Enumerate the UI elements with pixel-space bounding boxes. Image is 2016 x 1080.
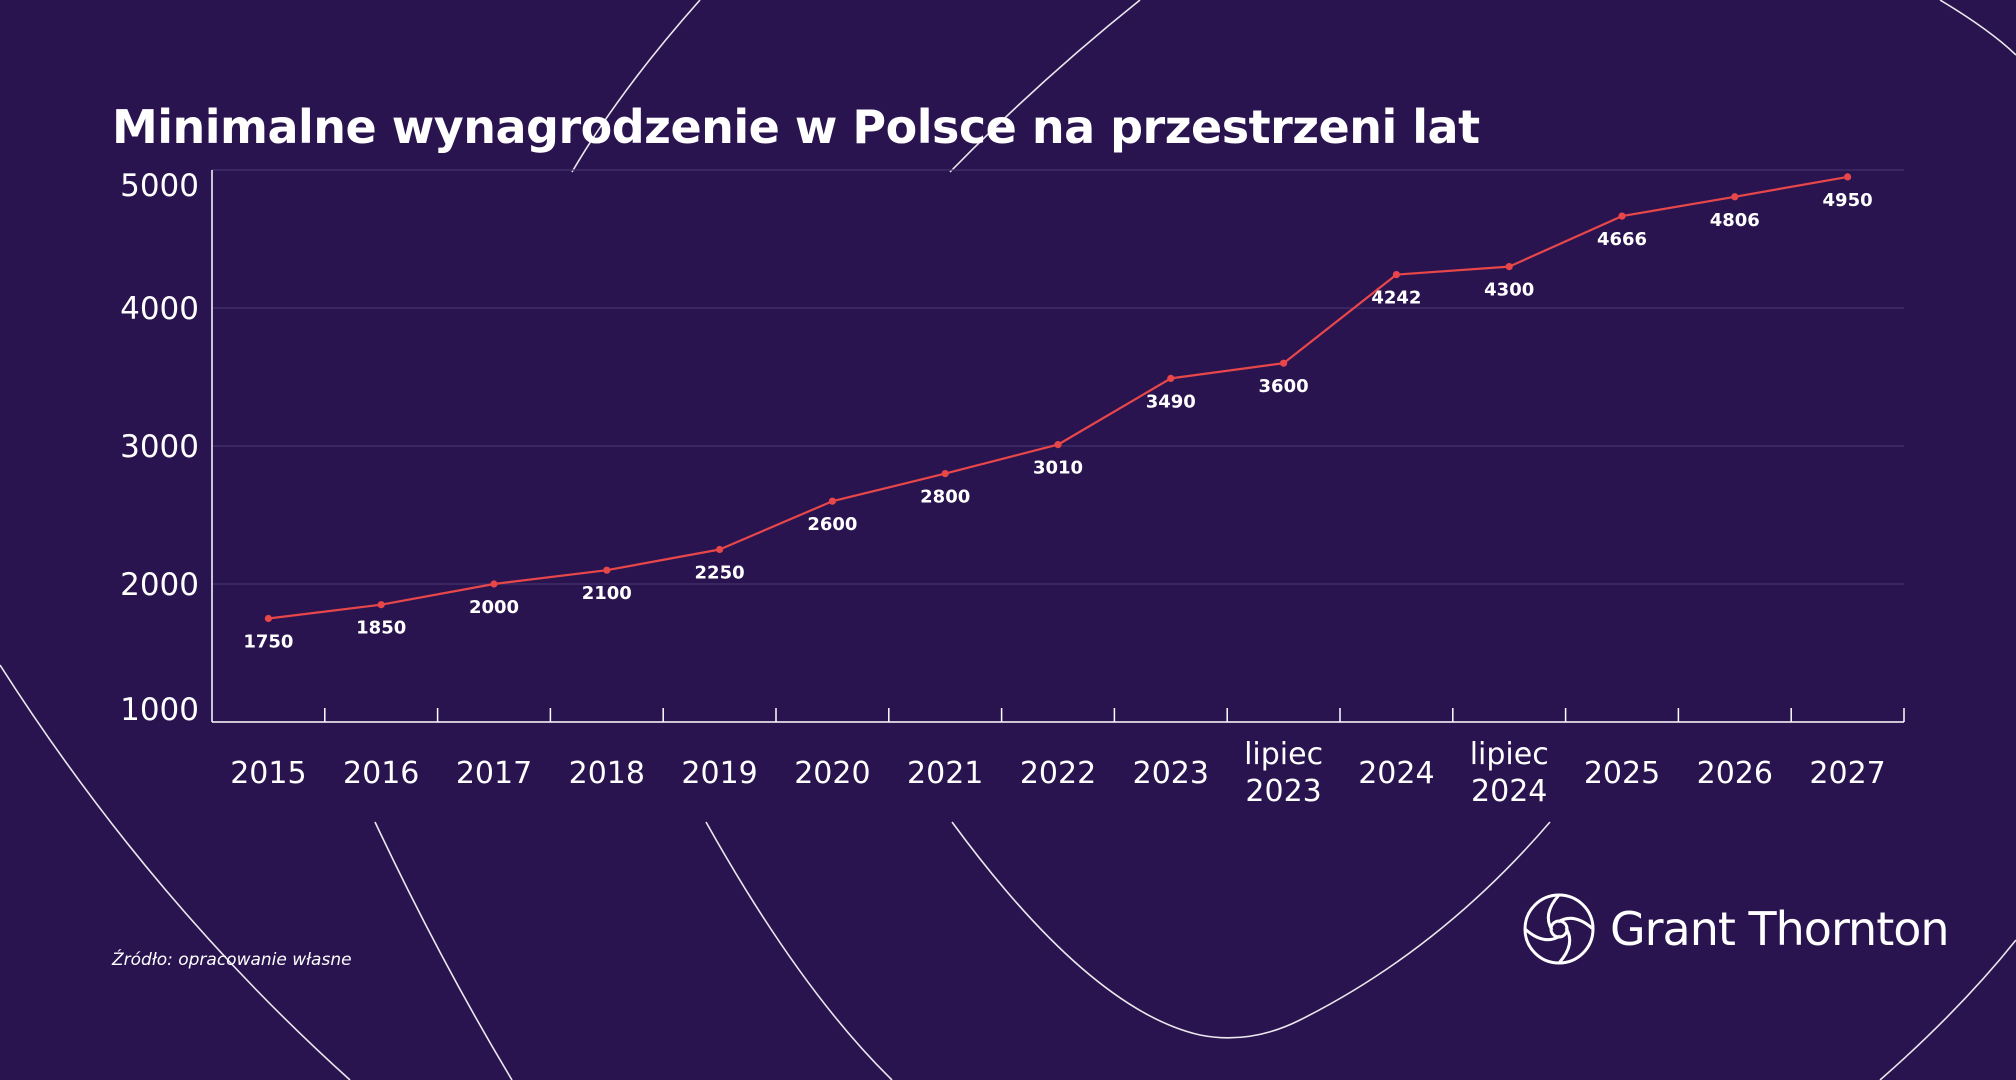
data-point [716,545,724,554]
data-label: 3490 [1146,391,1196,412]
x-tick-label: lipiec [1470,737,1549,772]
x-tick-label: 2023 [1245,774,1321,809]
data-label: 4666 [1597,229,1647,250]
x-tick-label: 2024 [1358,756,1434,791]
data-point [1280,359,1288,367]
data-label: 4806 [1710,210,1760,231]
data-point [1844,173,1852,181]
data-label: 3010 [1033,458,1083,479]
x-tick-label: lipiec [1244,737,1323,772]
data-label: 4242 [1371,288,1421,309]
y-tick-label: 2000 [120,567,199,603]
y-tick-label: 5000 [120,168,199,204]
x-tick-label: 2026 [1697,756,1773,791]
data-point [828,497,837,505]
data-point [490,580,498,588]
x-tick-label: 2024 [1471,774,1547,809]
data-point [1167,374,1175,382]
x-tick-label: 2017 [456,756,532,791]
data-label: 2600 [807,514,857,535]
x-tick-label: 2016 [343,756,419,791]
data-point [1392,271,1400,279]
x-tick-label: 2022 [1020,756,1096,791]
data-point [264,614,272,623]
x-tick-label: 2027 [1809,756,1885,791]
x-tick-label: 2023 [1133,756,1209,791]
grant-thornton-logo-icon [1523,893,1595,965]
x-tick-label: 2015 [230,756,306,791]
y-tick-label: 1000 [120,692,199,728]
data-label: 2100 [582,583,632,604]
data-label: 2000 [469,597,519,618]
data-label: 1850 [356,618,406,639]
x-tick-label: 2019 [681,756,757,791]
source-note: Źródło: opracowanie własne [112,950,352,970]
data-label: 4300 [1484,280,1534,301]
x-tick-label: 2025 [1584,756,1660,791]
data-point [1505,263,1513,271]
logo-text: Grant Thornton [1610,902,1950,956]
data-point [1618,212,1626,220]
data-point [1054,441,1062,449]
brand-logo: Grant Thornton [1522,892,1950,966]
y-tick-label: 3000 [120,429,199,465]
data-point [941,470,949,478]
x-tick-label: 2018 [569,756,645,791]
data-label: 2800 [920,487,970,508]
data-label: 4950 [1823,190,1873,211]
data-label: 1750 [243,632,293,653]
data-point [603,566,611,574]
data-label: 2250 [695,563,745,584]
chart-title: Minimalne wynagrodzenie w Polsce na prze… [112,100,1480,154]
data-label: 3600 [1259,376,1309,397]
x-tick-label: 2021 [907,756,983,791]
data-point [377,601,385,609]
data-point [1731,193,1739,201]
y-tick-label: 4000 [120,291,199,327]
x-tick-label: 2020 [794,756,870,791]
